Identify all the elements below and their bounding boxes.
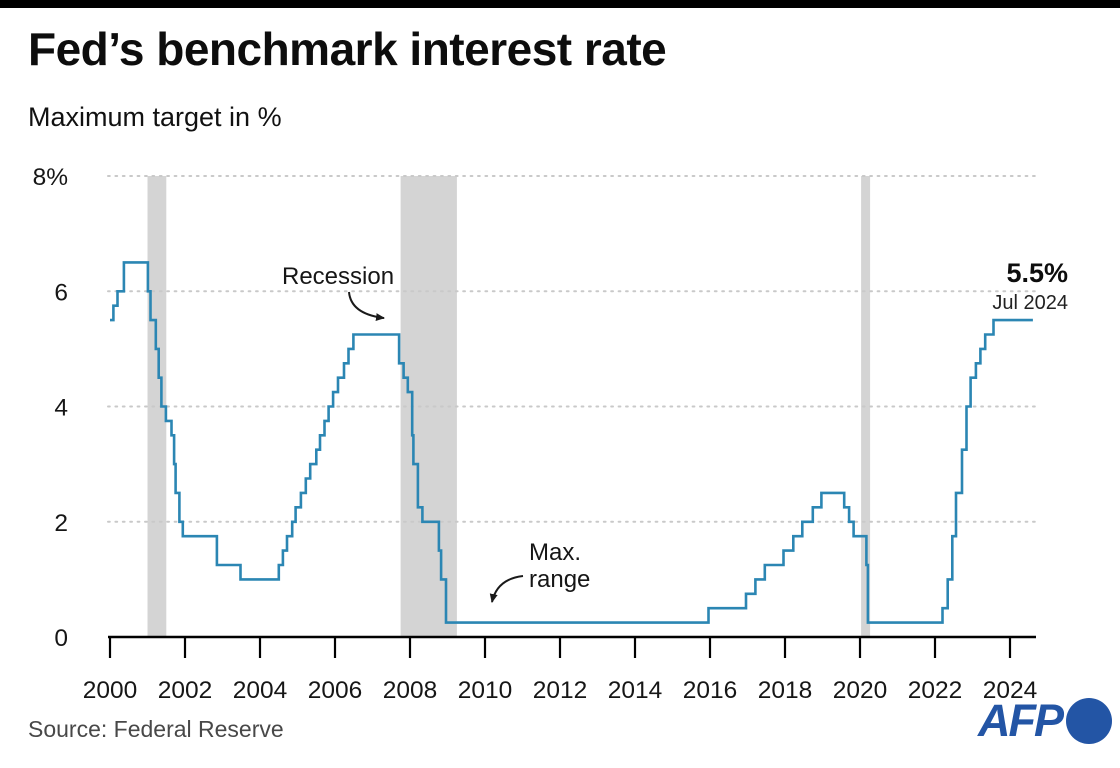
x-tick-label: 2022 — [908, 677, 963, 704]
x-axis: 2000 2002 2004 2006 2008 2010 2012 2014 2016 2018… — [83, 635, 1038, 704]
y-tick-label: 4 — [54, 395, 68, 422]
max-range-annotation: Max. range — [529, 539, 590, 593]
x-tick-label: 2024 — [983, 677, 1038, 704]
latest-value-label: 5.5% Jul 2024 — [992, 258, 1068, 315]
chart-subtitle: Maximum target in % — [28, 102, 282, 132]
rate-step-line — [110, 261, 1033, 624]
recession-annotation: Recession — [282, 263, 395, 290]
afp-logo-circle-icon — [1066, 698, 1112, 744]
y-tick-label: 8% — [33, 164, 68, 191]
max-range-line2: range — [529, 566, 591, 593]
top-black-bar — [0, 0, 1120, 8]
x-tick-label: 2020 — [833, 677, 888, 704]
afp-logo: AFP — [978, 698, 1112, 744]
source-note: Source: Federal Reserve — [28, 716, 284, 742]
x-tick-label: 2010 — [458, 677, 513, 704]
latest-value: 5.5% — [1006, 258, 1068, 288]
x-tick-label: 2000 — [83, 677, 138, 704]
afp-logo-text: AFP — [978, 695, 1064, 746]
y-tick-label: 2 — [54, 510, 68, 537]
x-tick-label: 2004 — [233, 677, 288, 704]
y-tick-label: 6 — [54, 279, 68, 306]
latest-date: Jul 2024 — [992, 292, 1068, 314]
max-range-arrow — [489, 575, 524, 603]
x-tick-label: 2006 — [308, 677, 363, 704]
page-title: Fed’s benchmark interest rate — [28, 23, 667, 75]
x-tick-label: 2014 — [608, 677, 663, 704]
x-tick-label: 2008 — [383, 677, 438, 704]
x-tick-label: 2012 — [533, 677, 588, 704]
y-tick-label: 0 — [54, 625, 68, 652]
max-range-line1: Max. — [529, 539, 582, 566]
y-gridlines-and-labels: 8% 6 4 2 0 — [33, 164, 1037, 652]
x-tick-label: 2002 — [158, 677, 213, 704]
x-tick-label: 2016 — [683, 677, 738, 704]
recession-arrow — [348, 291, 385, 322]
x-tick-label: 2018 — [758, 677, 813, 704]
